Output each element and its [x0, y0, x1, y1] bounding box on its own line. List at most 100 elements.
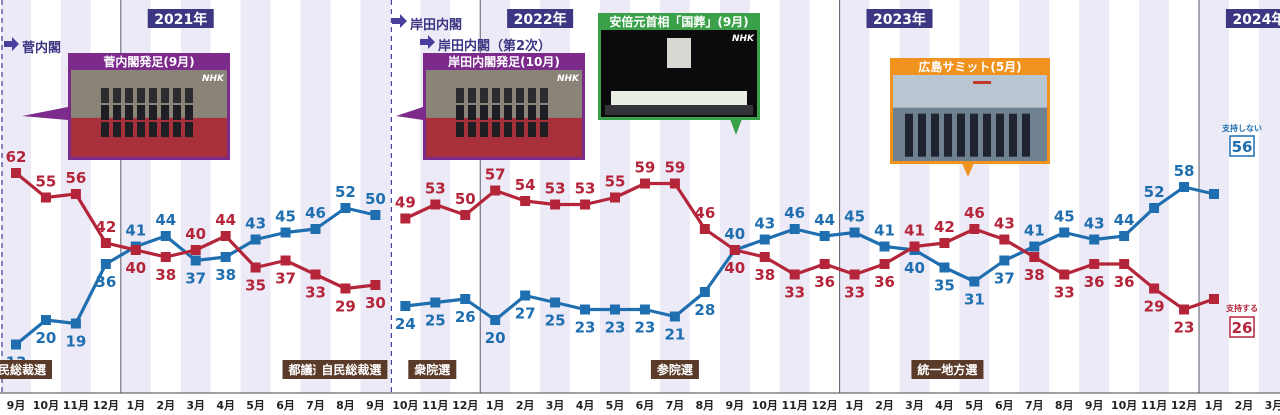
x-tick-label: 11月: [782, 399, 808, 412]
event-tag: 統一地方選: [911, 360, 984, 379]
data-point: [849, 269, 860, 280]
person-figure: [1009, 113, 1017, 157]
series-line: [404, 181, 1215, 312]
data-point: [100, 238, 111, 248]
person-figure: [480, 88, 488, 103]
data-point: [40, 315, 51, 325]
data-label: 42: [934, 218, 955, 236]
data-point: [1059, 227, 1070, 238]
data-point: [699, 224, 710, 234]
torii-gate: [973, 81, 992, 84]
x-tick-label: 2月: [1235, 399, 1254, 412]
data-label: 33: [1054, 284, 1075, 302]
data-label: 59: [664, 159, 685, 177]
data-label: 45: [1054, 208, 1075, 226]
data-point: [610, 304, 620, 315]
person-figure: [161, 105, 169, 120]
data-point: [939, 262, 950, 273]
x-tick-label: 8月: [336, 399, 355, 412]
x-tick-label: 12月: [811, 399, 837, 412]
month-band: [1169, 0, 1200, 393]
data-label: 38: [155, 266, 176, 284]
data-point: [400, 213, 411, 224]
data-point: [1029, 241, 1040, 252]
month-band: [270, 0, 301, 393]
year-label-text: 2024年: [1232, 11, 1280, 28]
person-figure: [456, 122, 464, 137]
data-point: [310, 224, 321, 234]
x-tick-label: 6月: [276, 399, 295, 412]
x-tick-label: 9月: [7, 399, 26, 412]
data-label: 44: [155, 211, 176, 229]
year-dividers: [1, 0, 1200, 393]
person-figure: [480, 122, 488, 137]
data-label: 23: [605, 319, 626, 337]
x-tick-label: 5月: [606, 399, 625, 412]
data-label: 46: [964, 204, 985, 222]
x-axis: 9月 10月 11月 12月 1月 2月 3月 4月 5月 6月 7月 8月 9月 10月 11月 12月 1月…: [0, 392, 1280, 415]
data-point: [789, 269, 800, 280]
data-point: [639, 304, 650, 315]
person-figure: [149, 105, 157, 120]
data-point: [280, 227, 291, 238]
data-point: [759, 234, 770, 245]
month-band: [1049, 0, 1080, 393]
data-label: 59: [635, 159, 656, 177]
person-figure: [101, 105, 109, 120]
data-label: 40: [904, 259, 925, 277]
event-tag-text: 参院選: [657, 362, 693, 377]
data-label: 36: [1114, 273, 1135, 291]
event-tag: 衆院選: [408, 360, 457, 379]
data-point: [340, 203, 351, 213]
data-label: 42: [95, 218, 116, 236]
person-figure: [516, 88, 524, 103]
year-label: 2024年: [1225, 9, 1280, 28]
data-label: 44: [215, 211, 236, 229]
data-point: [1179, 182, 1190, 192]
person-figure: [540, 105, 548, 120]
event-tag-box: [911, 360, 984, 379]
x-tick-label: 3月: [905, 399, 924, 412]
year-label-text: 2023年: [873, 11, 926, 28]
person-figure: [492, 105, 500, 120]
event-tag: 参院選: [650, 360, 699, 379]
person-figure: [504, 122, 512, 137]
x-tick-label: 10月: [1111, 399, 1137, 412]
data-label: 52: [335, 183, 356, 201]
arrow-icon: [4, 37, 19, 51]
person-figure: [125, 122, 133, 137]
data-point: [490, 315, 501, 325]
x-tick-label: 5月: [246, 399, 265, 412]
x-tick-label: 10月: [392, 399, 418, 412]
year-label-box: [147, 9, 214, 28]
portrait: [667, 38, 691, 68]
year-label-box: [866, 9, 933, 28]
data-label: 46: [305, 204, 326, 222]
data-label: 20: [36, 329, 57, 347]
month-band: [1079, 0, 1110, 393]
x-tick-label: 2月: [516, 399, 535, 412]
data-label: 49: [395, 194, 416, 212]
data-point: [400, 301, 411, 311]
person-figure: [185, 122, 193, 137]
end-value-box: [1229, 135, 1255, 157]
data-point: [1209, 189, 1219, 199]
x-tick-label: 1月: [126, 399, 145, 412]
data-label: 43: [1084, 215, 1105, 233]
data-point: [789, 224, 800, 234]
data-label: 53: [545, 180, 566, 198]
x-tick-label: 11月: [422, 399, 448, 412]
data-point: [11, 168, 21, 178]
person-figure: [185, 88, 193, 103]
person-figure: [137, 105, 145, 120]
event-tag-box: [0, 360, 52, 379]
event-tag-text: 民総裁選: [0, 362, 46, 377]
photo-caption: 広島サミット(5月): [918, 59, 1021, 74]
person-figure: [456, 105, 464, 120]
data-label: 41: [1024, 222, 1045, 240]
data-label: 29: [335, 298, 356, 316]
data-label: 40: [724, 259, 745, 277]
month-band: [779, 0, 810, 393]
person-figure: [137, 88, 145, 103]
data-label: 30: [365, 294, 386, 312]
